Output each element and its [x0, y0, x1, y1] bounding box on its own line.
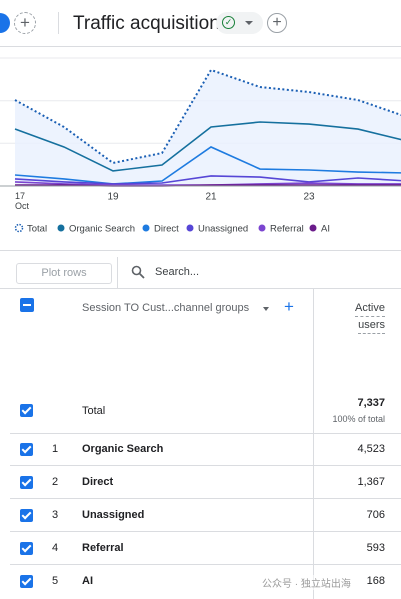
- row-value: 168: [366, 575, 385, 587]
- row-name: Unassigned: [82, 509, 145, 521]
- row-rank: 1: [52, 443, 59, 455]
- page-title: Traffic acquisition: [73, 13, 220, 34]
- separator: [10, 433, 401, 434]
- row-name: Referral: [82, 542, 124, 554]
- row-name: Organic Search: [82, 443, 164, 455]
- search-input[interactable]: Search...: [155, 266, 200, 278]
- dropdown-arrow: [245, 21, 253, 25]
- x-tick-label: 23: [303, 192, 315, 203]
- separator: [0, 250, 401, 251]
- legend-label: Referral: [270, 224, 304, 235]
- total-label: Total: [82, 405, 106, 417]
- divider: [117, 257, 118, 288]
- legend-swatch: [14, 223, 24, 233]
- row-value: 1,367: [357, 476, 385, 488]
- legend-label: Total: [27, 224, 47, 235]
- legend-swatch: [258, 224, 266, 232]
- x-tick-label: 21: [205, 192, 217, 203]
- x-tick-label: 17 Oct: [15, 191, 30, 211]
- legend-swatch: [142, 224, 150, 232]
- dimension-header[interactable]: Session TO Cust...channel groups: [82, 302, 250, 314]
- line: [14, 146, 401, 185]
- metric-header[interactable]: Active users: [355, 300, 385, 334]
- row-rank: 5: [52, 575, 59, 587]
- metric-header-line: Active: [355, 300, 385, 317]
- row-name: AI: [82, 575, 93, 587]
- row-checkbox[interactable]: [20, 542, 33, 555]
- legend-swatch: [186, 224, 194, 232]
- row-separator: [10, 498, 401, 499]
- line: [14, 121, 401, 172]
- avatar[interactable]: [0, 13, 10, 33]
- metric-header-line: users: [358, 317, 385, 334]
- chart: 17 Oct 19 21 23 Total Organic Search Direct Unas…: [0, 57, 401, 235]
- total-share: 100% of total: [332, 414, 385, 424]
- row-separator: [10, 564, 401, 565]
- legend-swatch: [309, 224, 317, 232]
- select-all-checkbox[interactable]: [20, 298, 34, 312]
- add-button[interactable]: +: [267, 13, 287, 33]
- legend-label: Direct: [154, 224, 179, 235]
- line: [14, 68, 401, 165]
- search-icon: [131, 265, 145, 279]
- row-separator: [10, 465, 401, 466]
- row-name: Direct: [82, 476, 114, 488]
- legend-swatch: [57, 224, 65, 232]
- divider: [58, 12, 59, 34]
- legend-label: Unassigned: [198, 224, 248, 235]
- watermark: 公众号 · 独立站出海: [262, 575, 351, 590]
- row-rank: 2: [52, 476, 59, 488]
- add-dimension[interactable]: +: [284, 297, 294, 316]
- row-rank: 3: [52, 509, 59, 521]
- row-rank: 4: [52, 542, 59, 554]
- plot: [14, 68, 401, 187]
- add-comparison[interactable]: +: [14, 12, 36, 34]
- status-pill[interactable]: ✓: [216, 12, 263, 34]
- legend-label: Organic Search: [69, 224, 135, 235]
- row-checkbox[interactable]: [20, 509, 33, 522]
- row-checkbox[interactable]: [20, 476, 33, 489]
- column-divider: [313, 289, 314, 599]
- row-separator: [10, 531, 401, 532]
- row-value: 706: [366, 509, 385, 521]
- row-checkbox[interactable]: [20, 443, 33, 456]
- x-tick-label: 19: [107, 192, 119, 203]
- line: [14, 175, 401, 185]
- check-icon: ✓: [222, 16, 235, 29]
- legend-label: AI: [321, 224, 330, 235]
- area: [15, 69, 401, 186]
- row-value: 593: [366, 542, 385, 554]
- total-checkbox[interactable]: [20, 404, 33, 417]
- separator: [0, 288, 401, 289]
- line: [15, 184, 401, 187]
- row-value: 4,523: [357, 443, 385, 455]
- dimension-dropdown[interactable]: [263, 307, 269, 311]
- plot-rows-button[interactable]: Plot rows: [16, 263, 112, 284]
- separator: [0, 46, 401, 47]
- row-checkbox[interactable]: [20, 575, 33, 588]
- total-value: 7,337: [357, 397, 385, 409]
